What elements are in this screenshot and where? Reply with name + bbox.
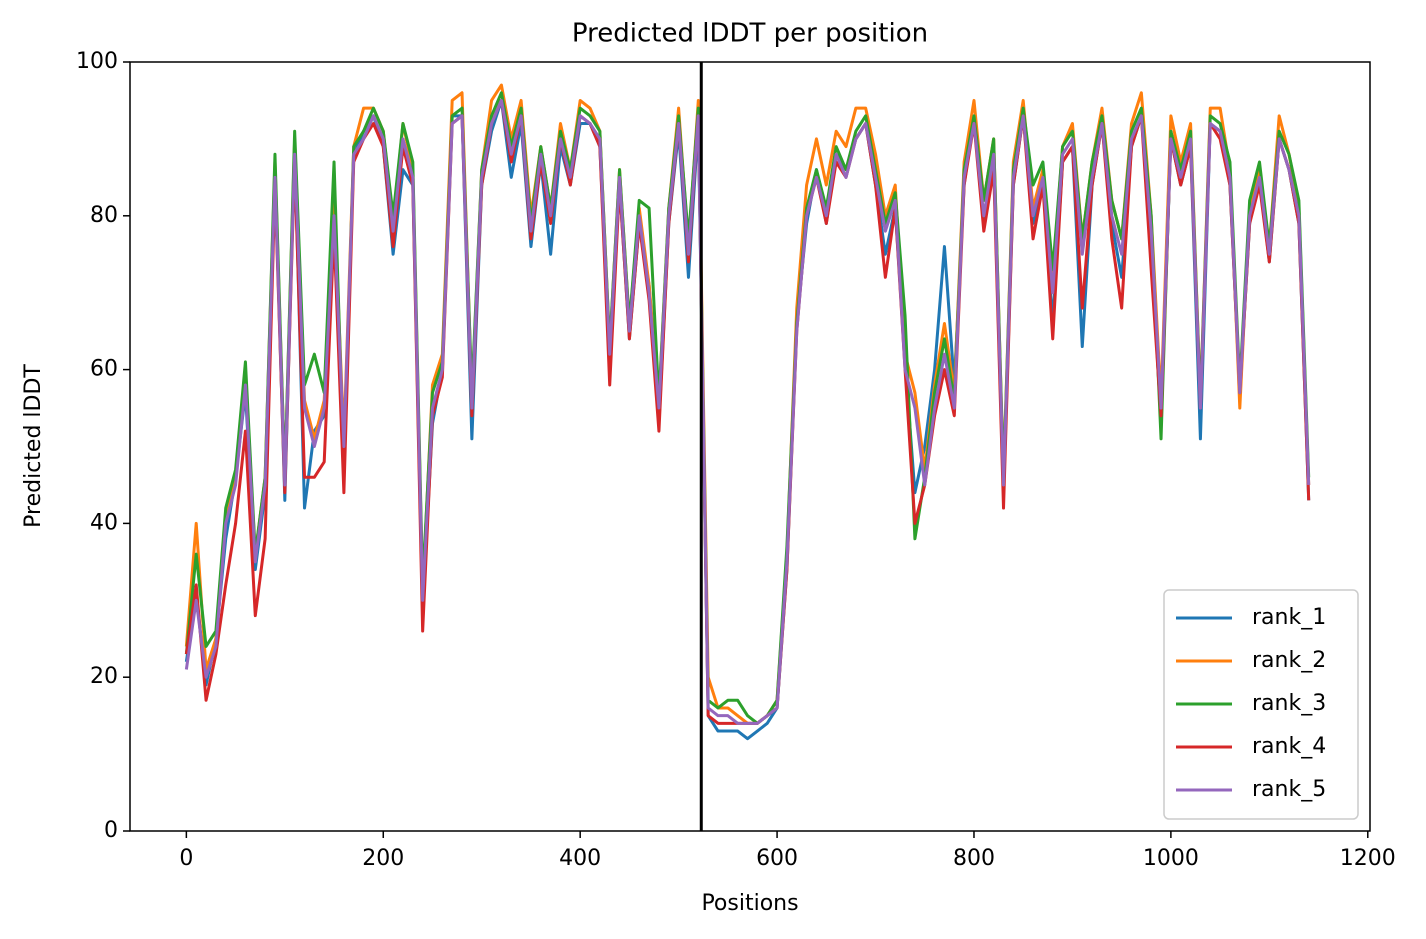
x-tick-label: 1000 [1143,846,1199,871]
series-line [184,83,1311,725]
series-line [184,91,1311,725]
x-tick-label: 400 [559,846,601,871]
x-tick-label: 800 [953,846,995,871]
series-line [184,98,1311,725]
plot-frame [129,61,1371,832]
legend-label: rank_5 [1252,777,1326,802]
legend-label: rank_2 [1252,648,1326,673]
y-tick-label: 60 [90,357,118,382]
legend-label: rank_3 [1252,691,1326,716]
legend-box [1163,589,1359,820]
y-tick-label: 80 [90,203,118,228]
series-line [184,98,1311,741]
chart-title: Predicted lDDT per position [572,19,928,49]
legend-label: rank_4 [1252,734,1326,759]
x-axis-label: Positions [701,891,798,916]
x-tick-label: 0 [179,846,193,871]
x-tick-label: 1200 [1340,846,1396,871]
y-tick-label: 20 [90,664,118,689]
y-tick-label: 100 [76,49,118,74]
series-line [184,98,1311,725]
y-axis-label: Predicted lDDT [21,364,46,528]
x-tick-label: 600 [756,846,798,871]
y-tick-label: 0 [104,818,118,843]
x-tick-label: 200 [362,846,404,871]
legend-label: rank_1 [1252,605,1326,630]
y-tick-label: 40 [90,510,118,535]
